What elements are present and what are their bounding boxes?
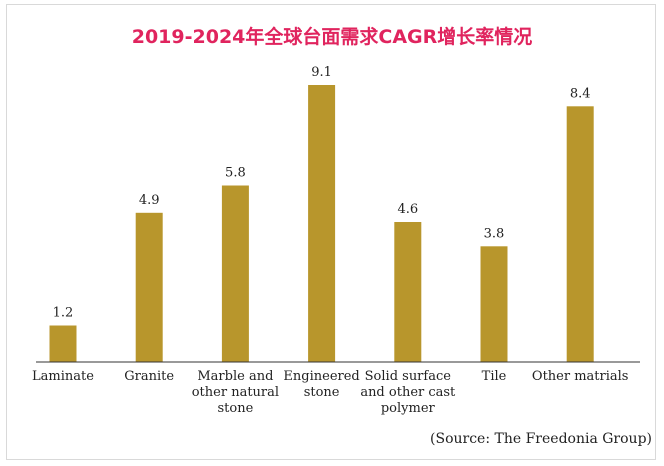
bar-value-label: 9.1	[311, 65, 332, 80]
source-note: (Source: The Freedonia Group)	[430, 431, 652, 447]
bar-6	[566, 106, 594, 362]
bar-value-label: 4.6	[397, 202, 418, 217]
bar-value-label: 1.2	[53, 306, 74, 321]
category-label: Other matrials	[532, 369, 629, 384]
category-label: Solid surface and other cast polymer	[360, 369, 456, 416]
bar-value-label: 4.9	[139, 193, 160, 208]
category-label: Granite	[124, 369, 174, 384]
category-label: Marble and other natural stone	[192, 369, 279, 416]
category-label: Engineered stone	[283, 369, 359, 400]
bar-value-label: 8.4	[570, 86, 591, 101]
bar-value-label: 3.8	[484, 226, 505, 241]
bar-4	[394, 222, 422, 362]
chart-title: 2019-2024年全球台面需求CAGR增长率情况	[131, 26, 533, 48]
bar-5	[480, 246, 508, 362]
bar-0	[49, 325, 77, 362]
bar-value-label: 5.8	[225, 166, 246, 181]
bar-1	[135, 212, 163, 362]
bar-3	[308, 85, 336, 362]
bar-2	[221, 185, 249, 362]
category-label: Tile	[482, 369, 507, 384]
category-label: Laminate	[32, 369, 94, 384]
